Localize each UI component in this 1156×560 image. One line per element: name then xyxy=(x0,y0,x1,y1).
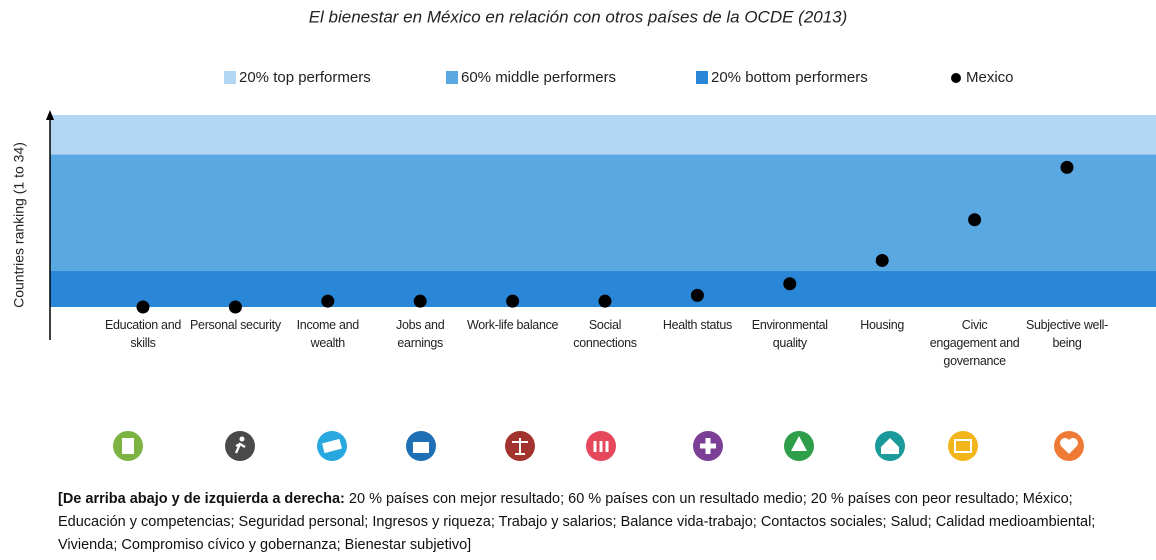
dot xyxy=(875,253,889,267)
dot xyxy=(506,294,520,308)
x-tick-label: Health status xyxy=(662,318,732,332)
dot xyxy=(136,300,150,314)
dot xyxy=(1060,160,1074,174)
icon xyxy=(948,431,978,461)
footnote: [De arriba abajo y de izquierda a derech… xyxy=(58,488,1128,557)
axis-arrow xyxy=(46,110,54,120)
icon-shape xyxy=(954,439,972,453)
icon-shape xyxy=(1060,438,1078,454)
chart: El bienestar en México en relación con o… xyxy=(11,7,1156,461)
legend-swatch xyxy=(696,71,708,84)
dot xyxy=(968,213,982,227)
icon-shape xyxy=(234,442,246,454)
icon-shape xyxy=(791,436,807,451)
icons xyxy=(113,431,1084,461)
x-tick-label: Work-life balance xyxy=(466,318,559,332)
legend-marker xyxy=(951,73,961,83)
legend-label: Mexico xyxy=(966,69,1014,86)
x-tick-label: Personal security xyxy=(190,318,281,332)
icon-shape xyxy=(512,438,528,455)
icon-shape xyxy=(413,442,429,453)
band xyxy=(50,154,1156,271)
dot xyxy=(228,300,242,314)
footnote-bold: [De arriba abajo y de izquierda a derech… xyxy=(58,491,345,507)
x-tick-label: Environmental quality xyxy=(751,318,828,350)
legend-label: 60% middle performers xyxy=(461,69,616,86)
dot xyxy=(690,288,704,302)
chart-title: El bienestar en México en relación con o… xyxy=(309,7,848,26)
x-tick-label: Housing xyxy=(860,318,905,332)
legend-label: 20% top performers xyxy=(239,69,371,86)
legend-swatch xyxy=(446,71,458,84)
x-tick-label: Jobs and earnings xyxy=(396,318,445,350)
x-tick-label: Social connections xyxy=(573,318,637,350)
footnote-text: 20 % países con mejor resultado; 60 % pa… xyxy=(58,491,1096,553)
icon-shape xyxy=(122,438,134,454)
x-tick-label: Income and wealth xyxy=(296,318,360,350)
legend-swatch xyxy=(224,71,236,84)
icon-shape xyxy=(593,441,609,452)
icon-shape xyxy=(700,438,716,454)
x-tick-label: Education and skills xyxy=(104,318,182,350)
x-tick-label: Subjective well-being xyxy=(1025,318,1109,350)
y-axis-label: Countries ranking (1 to 34) xyxy=(11,142,27,308)
icon-shape xyxy=(322,438,342,454)
legend-label: 20% bottom performers xyxy=(711,69,868,86)
icon-shape xyxy=(239,436,245,442)
x-tick-label: Civic engagement and governance xyxy=(929,318,1020,368)
icon-shape xyxy=(881,438,899,454)
dot xyxy=(413,294,427,308)
band xyxy=(50,115,1156,155)
dot xyxy=(783,277,797,291)
dot xyxy=(598,294,612,308)
dot xyxy=(321,294,335,308)
